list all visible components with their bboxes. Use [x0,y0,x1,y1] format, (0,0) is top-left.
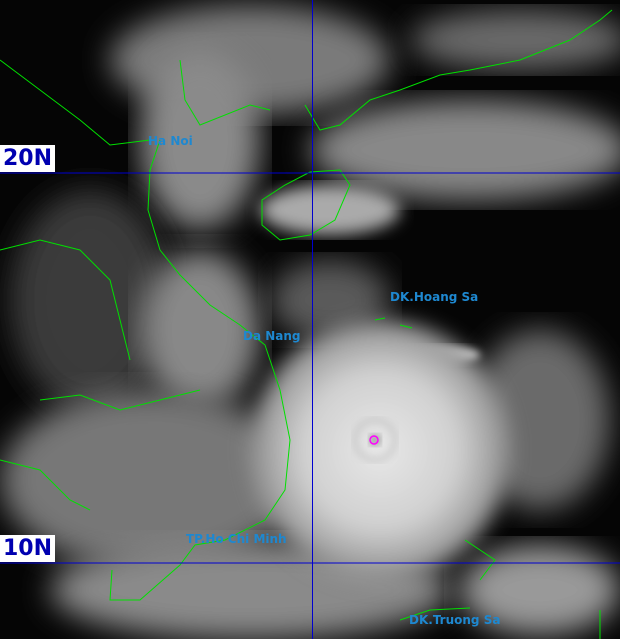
typhoon-cloud [240,310,520,590]
place-label-ho-chi-minh: TP.Ho Chi Minh [186,532,287,546]
place-label-hoang-sa: DK.Hoang Sa [390,290,479,304]
latitude-label-10n: 10N [0,535,56,562]
place-label-ha-noi: Ha Noi [148,134,193,148]
coastlines [0,9,613,639]
storm-center-marker [369,435,379,445]
cloud-layer [0,5,620,639]
place-label-da-nang: Da Nang [243,329,301,343]
latitude-label-20n: 20N [0,145,56,172]
place-label-truong-sa: DK.Truong Sa [409,613,501,627]
